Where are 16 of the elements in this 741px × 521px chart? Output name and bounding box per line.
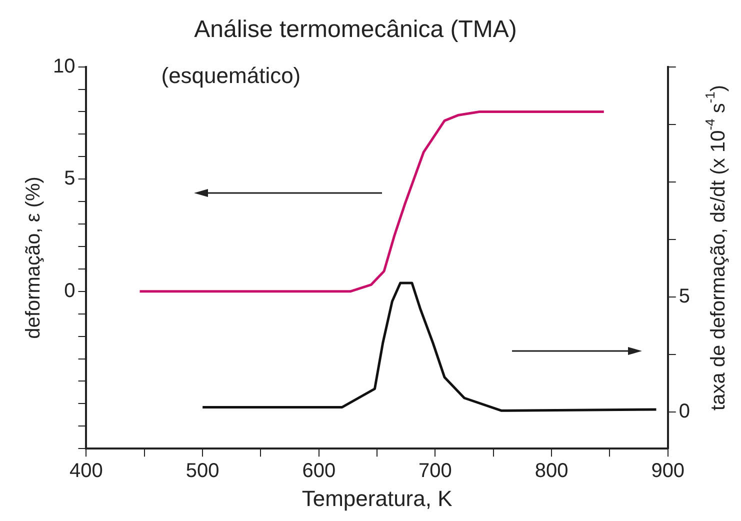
- y-axis-title: deformação, ε (%): [22, 176, 45, 339]
- y-tick-label: 0: [64, 280, 76, 302]
- y2-axis-title: taxa de deformação, dε/dt (x 10-4 s-1): [702, 84, 730, 410]
- x-axis-title: Temperatura, K: [302, 486, 453, 511]
- x-tick-label: 500: [186, 460, 220, 482]
- y-tick-label: 5: [64, 168, 76, 190]
- x-tick-label: 800: [534, 460, 568, 482]
- x-tick-label: 900: [651, 460, 685, 482]
- x-tick-label: 600: [302, 460, 336, 482]
- chart-title: Análise termomecânica (TMA): [194, 16, 517, 44]
- x-tick-label: 400: [70, 460, 103, 482]
- y2-tick-label: 5: [678, 285, 690, 308]
- chart-subtitle: (esquemático): [161, 62, 301, 88]
- y-tick-label: 10: [52, 55, 76, 78]
- x-tick-label: 700: [418, 460, 452, 482]
- y2-tick-label: 0: [678, 400, 690, 422]
